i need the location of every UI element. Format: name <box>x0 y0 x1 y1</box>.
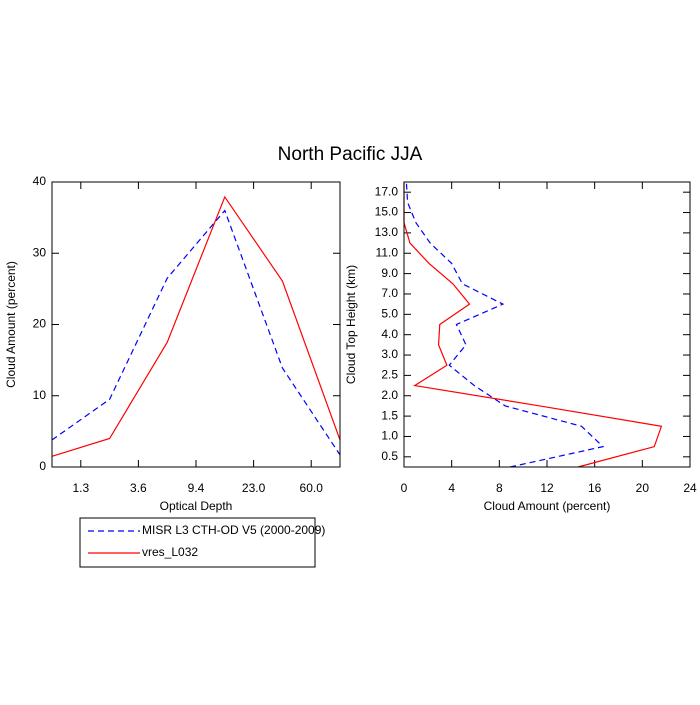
y-tick-label: 20 <box>33 317 47 331</box>
y-tick-label: 2.0 <box>381 388 398 402</box>
y-tick-label: 7.0 <box>381 286 398 300</box>
y-tick-label: 11.0 <box>376 245 399 259</box>
series-line <box>405 181 605 468</box>
y-tick-label: 15.0 <box>375 205 399 219</box>
y-tick-label: 10 <box>33 388 47 402</box>
x-tick-label: 16 <box>588 481 602 495</box>
series-line <box>51 195 341 457</box>
y-tick-label: 0 <box>39 459 46 473</box>
y-tick-label: 3.0 <box>381 347 398 361</box>
y-tick-label: 0.5 <box>381 449 398 463</box>
x-tick-label: 23.0 <box>242 481 266 495</box>
x-tick-label: 3.6 <box>130 481 147 495</box>
y-tick-label: 9.0 <box>381 266 398 280</box>
x-axis-label: Optical Depth <box>160 499 233 513</box>
y-tick-label: 1.5 <box>381 408 398 422</box>
y-tick-label: 13.0 <box>375 225 399 239</box>
y-tick-label: 17.0 <box>375 184 399 198</box>
y-tick-label: 1.0 <box>381 429 398 443</box>
plot-frame <box>51 181 341 468</box>
y-axis-label: Cloud Top Height (km) <box>344 265 358 384</box>
y-axis-label: Cloud Amount (percent) <box>4 261 18 388</box>
legend-label: vres_L032 <box>142 545 198 559</box>
y-tick-label: 30 <box>33 245 47 259</box>
y-tick-label: 40 <box>33 174 47 188</box>
x-tick-label: 12 <box>540 481 554 495</box>
x-tick-label: 4 <box>448 481 455 495</box>
y-tick-label: 2.5 <box>381 368 398 382</box>
x-tick-label: 8 <box>496 481 503 495</box>
x-axis-label: Cloud Amount (percent) <box>484 499 611 513</box>
plot-frame <box>403 181 691 468</box>
series-line <box>403 182 663 468</box>
figure-title: North Pacific JJA <box>278 144 423 165</box>
x-tick-label: 1.3 <box>72 481 89 495</box>
legend-label: MISR L3 CTH-OD V5 (2000-2009) <box>142 523 325 537</box>
y-tick-label: 4.0 <box>381 327 398 341</box>
x-tick-label: 20 <box>636 481 650 495</box>
y-tick-label: 5.0 <box>381 306 398 320</box>
x-tick-label: 24 <box>683 481 697 495</box>
legend-box <box>79 517 316 568</box>
x-tick-label: 9.4 <box>188 481 205 495</box>
x-tick-label: 60.0 <box>300 481 324 495</box>
x-tick-label: 0 <box>401 481 408 495</box>
